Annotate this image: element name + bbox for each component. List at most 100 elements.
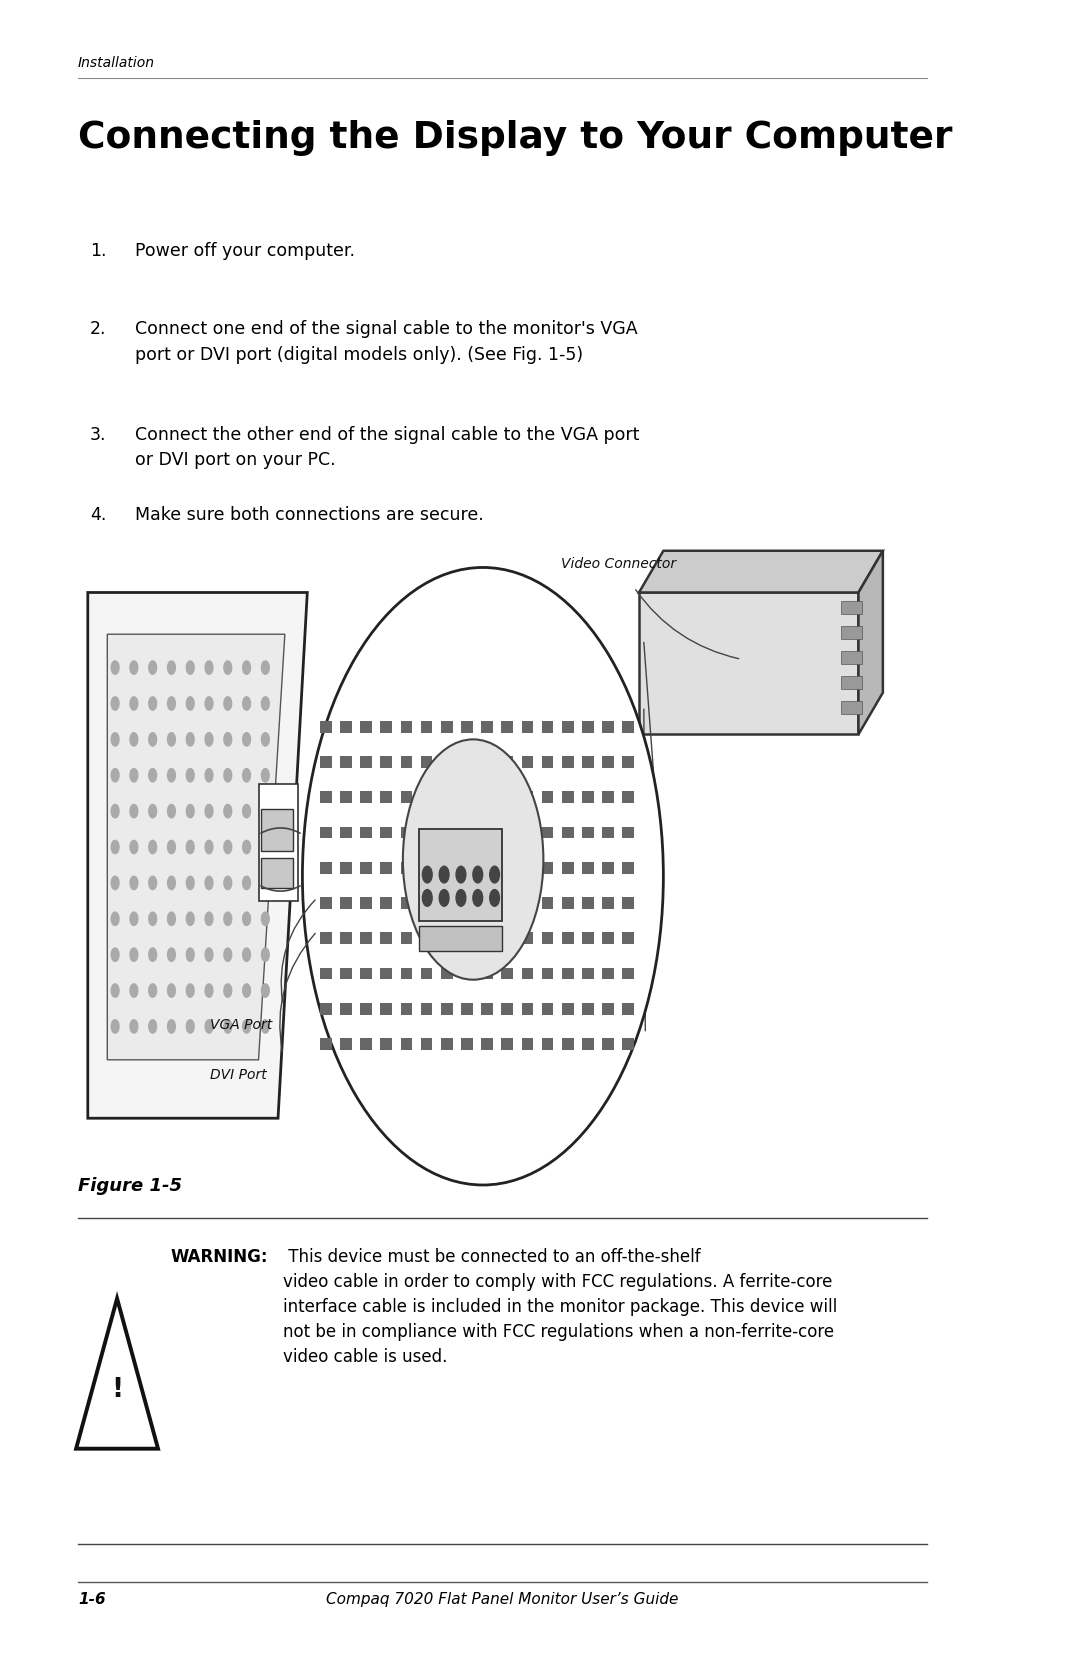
Circle shape (224, 698, 232, 711)
Bar (542, 968, 553, 980)
Bar (261, 809, 293, 851)
Circle shape (205, 1020, 213, 1033)
Circle shape (224, 1020, 232, 1033)
Bar (542, 1003, 553, 1015)
Bar (562, 933, 573, 945)
Bar (522, 721, 534, 733)
Bar (841, 701, 862, 714)
Bar (361, 826, 372, 838)
Text: 1.: 1. (90, 242, 106, 260)
Bar (482, 933, 492, 945)
FancyBboxPatch shape (258, 784, 297, 901)
Bar (501, 1038, 513, 1050)
Bar (622, 1003, 634, 1015)
Bar (562, 968, 573, 980)
Bar (320, 898, 332, 910)
Circle shape (205, 733, 213, 746)
Bar (441, 756, 453, 768)
Circle shape (187, 911, 194, 925)
Circle shape (130, 911, 138, 925)
Bar (582, 898, 594, 910)
Circle shape (243, 876, 251, 890)
Bar (461, 756, 473, 768)
Circle shape (224, 804, 232, 818)
Circle shape (167, 876, 175, 890)
Circle shape (205, 911, 213, 925)
Circle shape (130, 733, 138, 746)
Text: Make sure both connections are secure.: Make sure both connections are secure. (135, 506, 484, 524)
Bar (380, 968, 392, 980)
Bar (603, 791, 613, 803)
Bar (340, 933, 352, 945)
Bar (603, 933, 613, 945)
Bar (603, 861, 613, 873)
Circle shape (149, 876, 157, 890)
Bar (841, 626, 862, 639)
Circle shape (167, 768, 175, 783)
Circle shape (187, 733, 194, 746)
Circle shape (224, 768, 232, 783)
Circle shape (473, 890, 483, 906)
Bar (501, 826, 513, 838)
Circle shape (261, 698, 269, 711)
Bar (461, 1003, 473, 1015)
Circle shape (130, 698, 138, 711)
Bar (639, 592, 859, 734)
Circle shape (224, 911, 232, 925)
Circle shape (243, 911, 251, 925)
Circle shape (224, 841, 232, 855)
Bar (482, 721, 492, 733)
Bar (542, 933, 553, 945)
Bar (522, 826, 534, 838)
Bar (482, 861, 492, 873)
Bar (461, 861, 473, 873)
Bar (461, 933, 473, 945)
Bar (482, 968, 492, 980)
Circle shape (261, 804, 269, 818)
Bar (501, 756, 513, 768)
Bar (522, 968, 534, 980)
Bar (622, 861, 634, 873)
Text: 4.: 4. (90, 506, 106, 524)
Bar (320, 756, 332, 768)
Bar (401, 898, 413, 910)
Bar (340, 826, 352, 838)
Circle shape (261, 768, 269, 783)
Bar (582, 968, 594, 980)
Circle shape (261, 911, 269, 925)
Circle shape (130, 841, 138, 855)
Circle shape (440, 866, 449, 883)
Bar (380, 898, 392, 910)
Bar (401, 933, 413, 945)
Bar (482, 1038, 492, 1050)
Text: Compaq 7020 Flat Panel Monitor User’s Guide: Compaq 7020 Flat Panel Monitor User’s Gu… (326, 1592, 678, 1607)
Bar (841, 676, 862, 689)
Circle shape (130, 661, 138, 674)
Circle shape (224, 661, 232, 674)
Bar (380, 1003, 392, 1015)
Text: 3.: 3. (90, 426, 106, 444)
Bar (542, 791, 553, 803)
Bar (320, 968, 332, 980)
Bar (501, 968, 513, 980)
Bar (562, 898, 573, 910)
Bar (380, 933, 392, 945)
Bar (320, 721, 332, 733)
Bar (320, 933, 332, 945)
Bar (320, 1003, 332, 1015)
Circle shape (149, 948, 157, 961)
Bar (582, 1003, 594, 1015)
Bar (603, 756, 613, 768)
Bar (320, 791, 332, 803)
Bar (421, 1038, 432, 1050)
Circle shape (149, 983, 157, 996)
Circle shape (224, 948, 232, 961)
Bar (482, 756, 492, 768)
Bar (622, 1038, 634, 1050)
Circle shape (243, 698, 251, 711)
Circle shape (205, 876, 213, 890)
Circle shape (111, 841, 119, 855)
Text: Connect the other end of the signal cable to the VGA port
or DVI port on your PC: Connect the other end of the signal cabl… (135, 426, 639, 469)
Circle shape (440, 890, 449, 906)
Text: !: ! (111, 1377, 123, 1404)
